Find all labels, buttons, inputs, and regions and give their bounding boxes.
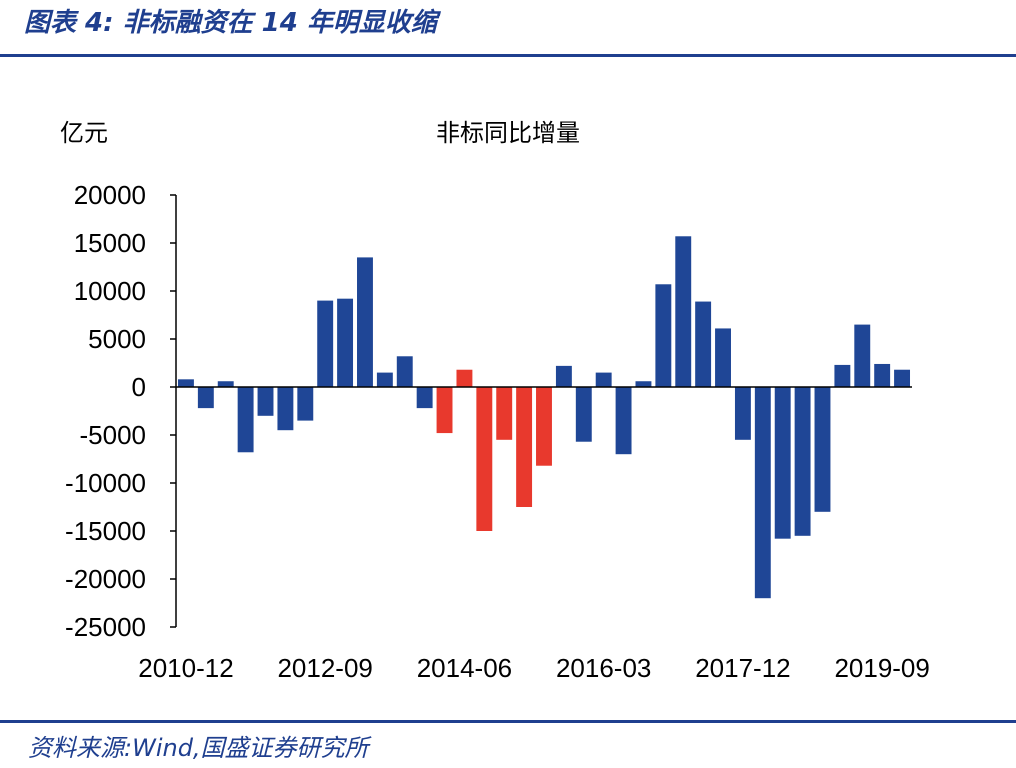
y-tick-label: -10000 — [65, 468, 146, 498]
bar-2011-06 — [217, 381, 234, 387]
bar-chart: 亿元 非标同比增量 20000 15000 10000 5000 0 -5000 -1000… — [60, 119, 930, 683]
bar-2016-12 — [655, 284, 672, 387]
bar-2017-12 — [734, 387, 751, 440]
bar-2015-06 — [536, 387, 552, 466]
bar-2014-12 — [496, 387, 513, 440]
x-tick-label: 2019-09 — [834, 653, 929, 683]
bar-2016-03 — [595, 372, 612, 387]
bar-2015-03 — [516, 387, 533, 507]
bar-2014-06 — [456, 369, 473, 387]
bar-2016-06 — [615, 387, 632, 455]
top-divider — [0, 54, 1016, 57]
bar-2019-09 — [874, 363, 891, 387]
bars-group — [177, 236, 911, 599]
y-tick-label: 20000 — [74, 180, 146, 210]
bar-2012-03 — [277, 387, 294, 431]
y-tick-label: 0 — [132, 372, 146, 402]
y-tick-label: 5000 — [88, 324, 146, 354]
bar-2013-09 — [396, 356, 413, 387]
bar-2013-03 — [357, 257, 373, 387]
bar-2013-12 — [416, 387, 433, 409]
bar-2017-09 — [715, 328, 731, 387]
y-tick-label: -5000 — [80, 420, 147, 450]
bar-2014-09 — [476, 387, 493, 531]
y-tick-label: -25000 — [65, 612, 146, 642]
bottom-divider — [0, 720, 1016, 723]
bar-2016-09 — [635, 381, 652, 387]
bar-2011-03 — [197, 387, 214, 409]
x-tick-label: 2012-09 — [277, 653, 372, 683]
bar-2018-12 — [814, 387, 831, 512]
bar-2012-06 — [297, 387, 314, 421]
x-axis: 2010-12 2012-09 2014-06 2016-03 2017-12 2019-… — [138, 386, 930, 683]
bar-2010-12 — [177, 379, 194, 387]
x-tick-label: 2016-03 — [556, 653, 651, 683]
bar-2018-03 — [754, 387, 771, 599]
y-tick-label: 15000 — [74, 228, 146, 258]
y-axis: 20000 15000 10000 5000 0 -5000 -10000 -15000 -20… — [65, 180, 177, 642]
chart-title: 非标同比增量 — [436, 119, 580, 147]
figure-title: 图表 4: 非标融资在 14 年明显收缩 — [24, 8, 437, 38]
y-tick-label: 10000 — [74, 276, 146, 306]
bar-2019-03 — [834, 364, 851, 387]
bar-2013-06 — [376, 372, 393, 387]
bar-2012-12 — [337, 298, 354, 387]
x-tick-label: 2010-12 — [138, 653, 233, 683]
y-unit-label: 亿元 — [60, 119, 108, 147]
bar-2015-12 — [575, 387, 592, 442]
bar-2018-06 — [774, 387, 791, 539]
bar-2014-03 — [436, 387, 453, 434]
bar-2011-12 — [257, 387, 274, 416]
bar-2015-09 — [555, 365, 572, 387]
bar-2019-06 — [854, 324, 871, 387]
bar-2011-09 — [237, 387, 254, 453]
bar-2019-12 — [894, 369, 911, 387]
x-tick-label: 2017-12 — [695, 653, 790, 683]
bar-2012-09 — [317, 300, 334, 387]
bar-2018-09 — [794, 387, 811, 536]
y-tick-label: -15000 — [65, 516, 146, 546]
bar-2017-06 — [695, 301, 712, 387]
y-tick-label: -20000 — [65, 564, 146, 594]
source-note: 资料来源:Wind,国盛证券研究所 — [28, 734, 369, 762]
x-tick-label: 2014-06 — [417, 653, 512, 683]
bar-2017-03 — [675, 236, 692, 387]
